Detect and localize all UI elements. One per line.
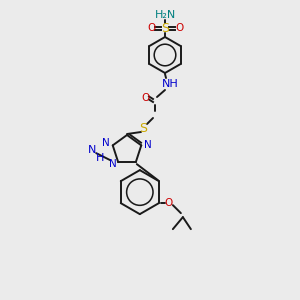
Text: O: O: [147, 23, 155, 33]
Text: O: O: [141, 93, 149, 103]
Text: H: H: [96, 153, 104, 163]
Text: S: S: [139, 122, 147, 134]
Text: NH: NH: [162, 79, 178, 89]
Text: O: O: [175, 23, 183, 33]
Text: N: N: [109, 159, 117, 169]
Text: O: O: [165, 198, 173, 208]
Text: H₂N: H₂N: [154, 10, 176, 20]
Text: N: N: [88, 145, 96, 155]
Text: N: N: [144, 140, 152, 150]
Text: N: N: [102, 138, 110, 148]
Text: S: S: [161, 22, 169, 34]
